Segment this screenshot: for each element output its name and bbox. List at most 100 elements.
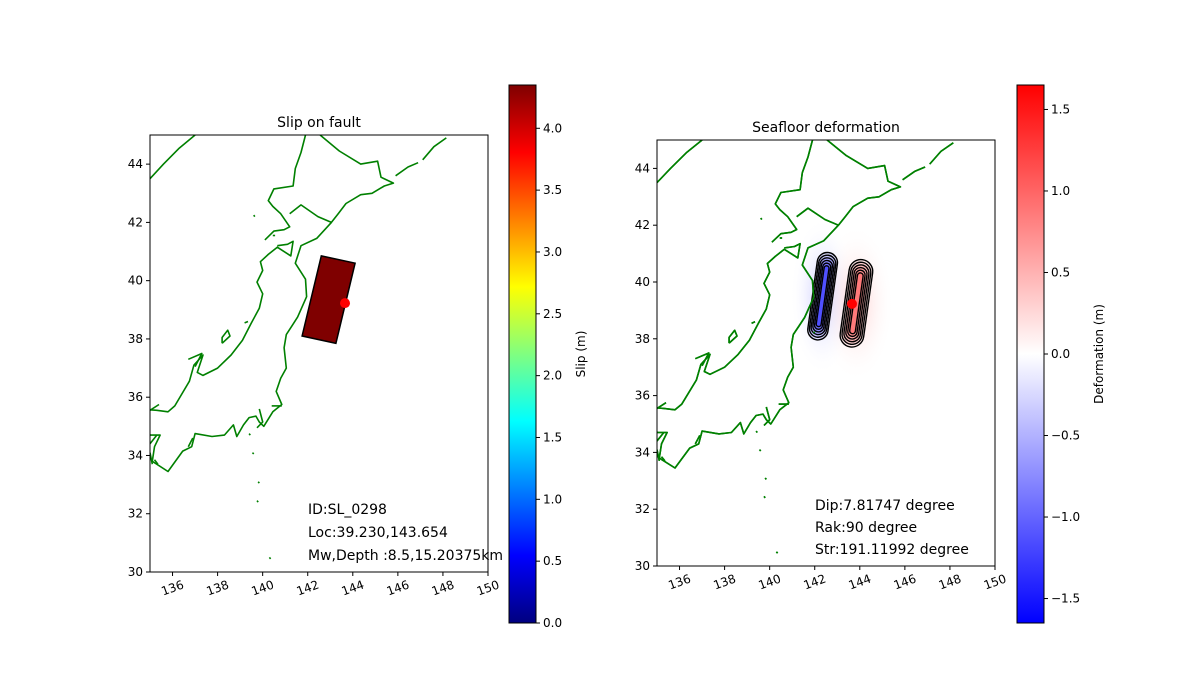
slip-map-title: Slip on fault <box>277 115 361 131</box>
slip-colorbar-label: Slip (m) <box>574 331 588 378</box>
coastline-segment <box>268 556 272 560</box>
coastline-segment <box>657 242 801 411</box>
fault-plane <box>301 255 357 345</box>
slip-map-y-tick-label: 36 <box>128 390 143 404</box>
deformation-map-y-tick-label: 32 <box>635 502 650 516</box>
coastline-segment <box>764 477 767 480</box>
slip-map-y-axis: 30 32 34 36 38 40 42 44 <box>128 157 150 579</box>
coastline-segment <box>150 403 160 411</box>
slip-map-coastline <box>150 135 447 560</box>
coastline-segment <box>264 135 307 241</box>
rake-label: Rak:90 degree <box>815 520 917 536</box>
slip-map-x-tick-label: 146 <box>385 578 411 599</box>
slip-colorbar-tick-label: 2.0 <box>543 369 562 383</box>
slip-colorbar <box>508 84 537 624</box>
slip-colorbar-tick-label: 1.5 <box>543 430 562 444</box>
slip-map-y-tick-label: 42 <box>128 215 143 229</box>
coastline-segment <box>395 161 419 177</box>
slip-map-y-tick-label: 30 <box>128 565 143 579</box>
coastline-segment <box>657 242 801 411</box>
slip-map-x-tick-label: 138 <box>204 578 230 599</box>
deformation-map-y-tick-label: 44 <box>635 161 650 175</box>
deformation-colorbar-ticks: −1.5 −1.0 −0.5 0.0 0.5 1.0 1.5 <box>1044 102 1080 606</box>
coastline-segment <box>187 352 203 367</box>
slip-map-annotations: ID:SL_0298 Loc:39.230,143.654 Mw,Depth :… <box>308 502 503 564</box>
coastline-segment <box>221 329 231 344</box>
deformation-map-y-tick-label: 40 <box>635 275 650 289</box>
deformation-map-frame <box>656 139 996 567</box>
coastline-segment <box>760 217 763 220</box>
slip-map-y-tick-label: 44 <box>128 157 143 171</box>
coastline-segment <box>657 140 703 184</box>
slip-map-frame <box>149 134 489 573</box>
deformation-map-y-axis: 30 32 34 36 38 40 42 44 <box>635 161 657 573</box>
deformation-map-x-tick-label: 148 <box>937 572 963 593</box>
deformation-colorbar-tick-label: −1.0 <box>1051 510 1080 524</box>
deformation-colorbar <box>1016 84 1045 624</box>
slip-colorbar-tick-label: 3.5 <box>543 183 562 197</box>
deformation-map-x-tick-label: 136 <box>666 572 692 593</box>
slip-map-panel: Slip on fault 136 138 140 142 144 146 148 150 3… <box>128 84 588 630</box>
slip-colorbar-tick-label: 3.0 <box>543 245 562 259</box>
slip-colorbar-tick-label: 0.5 <box>543 554 562 568</box>
deformation-map-coastline <box>657 140 954 554</box>
deformation-colorbar-tick-label: 1.0 <box>1051 184 1070 198</box>
coastline-segment <box>660 456 666 462</box>
coastline-segment <box>728 329 738 344</box>
slip-colorbar-tick-label: 4.0 <box>543 121 562 135</box>
slip-map-x-tick-label: 150 <box>475 578 501 599</box>
slip-colorbar-tick-label: 2.5 <box>543 307 562 321</box>
coastline-segment <box>902 166 926 181</box>
coastline-segment <box>657 224 839 469</box>
coastline-segment <box>187 437 194 448</box>
negative-deformation-contour <box>815 265 830 328</box>
coastline-segment <box>256 500 259 503</box>
deformation-colorbar-tick-label: 1.5 <box>1051 102 1070 116</box>
coastline-segment <box>251 452 255 455</box>
dip-label: Dip:7.81747 degree <box>815 498 955 514</box>
deformation-colorbar-tick-label: 0.5 <box>1051 265 1070 279</box>
slip-map-epicenter-marker <box>340 298 351 309</box>
deformation-map-epicenter-marker <box>847 298 858 309</box>
coastline-segment <box>256 408 264 429</box>
slip-map-x-tick-label: 140 <box>250 578 276 599</box>
slip-map-y-tick-label: 40 <box>128 274 143 288</box>
coastline-segment <box>657 402 667 410</box>
coastline-segment <box>694 352 710 367</box>
coastline-segment <box>775 551 779 554</box>
location-label: Loc:39.230,143.654 <box>308 525 448 541</box>
slip-map-x-axis: 136 138 140 142 144 146 148 150 <box>159 572 501 598</box>
deformation-map-y-tick-label: 42 <box>635 218 650 232</box>
deformation-colorbar-tick-label: −1.5 <box>1051 592 1080 606</box>
slip-map-x-tick-label: 148 <box>430 578 456 599</box>
slip-map-y-tick-label: 34 <box>128 448 143 462</box>
deformation-map-x-tick-label: 144 <box>847 572 873 593</box>
coastline-segment <box>150 434 158 445</box>
deformation-map-x-axis: 136 138 140 142 144 146 148 150 <box>666 566 1008 592</box>
coastline-segment <box>150 135 196 180</box>
slip-map-x-tick-label: 144 <box>340 578 366 599</box>
coastline-segment <box>751 321 756 324</box>
deformation-map-x-tick-label: 146 <box>892 572 918 593</box>
deformation-colorbar-tick-label: 0.0 <box>1051 347 1070 361</box>
coastline-segment <box>150 240 294 413</box>
coastline-segment <box>289 135 395 224</box>
coastline-segment <box>153 459 159 465</box>
coastline-segment <box>248 433 251 436</box>
coastline-segment <box>694 435 701 445</box>
slip-colorbar-tick-label: 1.0 <box>543 492 562 506</box>
coastline-segment <box>755 430 758 434</box>
deformation-field <box>790 216 895 383</box>
deformation-map-x-tick-label: 150 <box>982 572 1008 593</box>
coastline-segment <box>657 432 665 442</box>
strike-label: Str:191.11992 degree <box>815 542 969 558</box>
deformation-map-panel: Seafloor deformation 136 138 140 142 144 146 1… <box>635 84 1106 624</box>
coastline-segment <box>763 495 766 499</box>
deformation-colorbar-label: Deformation (m) <box>1092 304 1106 404</box>
coastline-segment <box>150 221 332 473</box>
coastline-segment <box>796 140 902 226</box>
slip-map-y-tick-label: 32 <box>128 507 143 521</box>
deformation-map-x-tick-label: 142 <box>802 572 828 593</box>
deformation-map-title: Seafloor deformation <box>752 120 900 136</box>
deformation-map-annotations: Dip:7.81747 degree Rak:90 degree Str:191… <box>815 498 969 558</box>
